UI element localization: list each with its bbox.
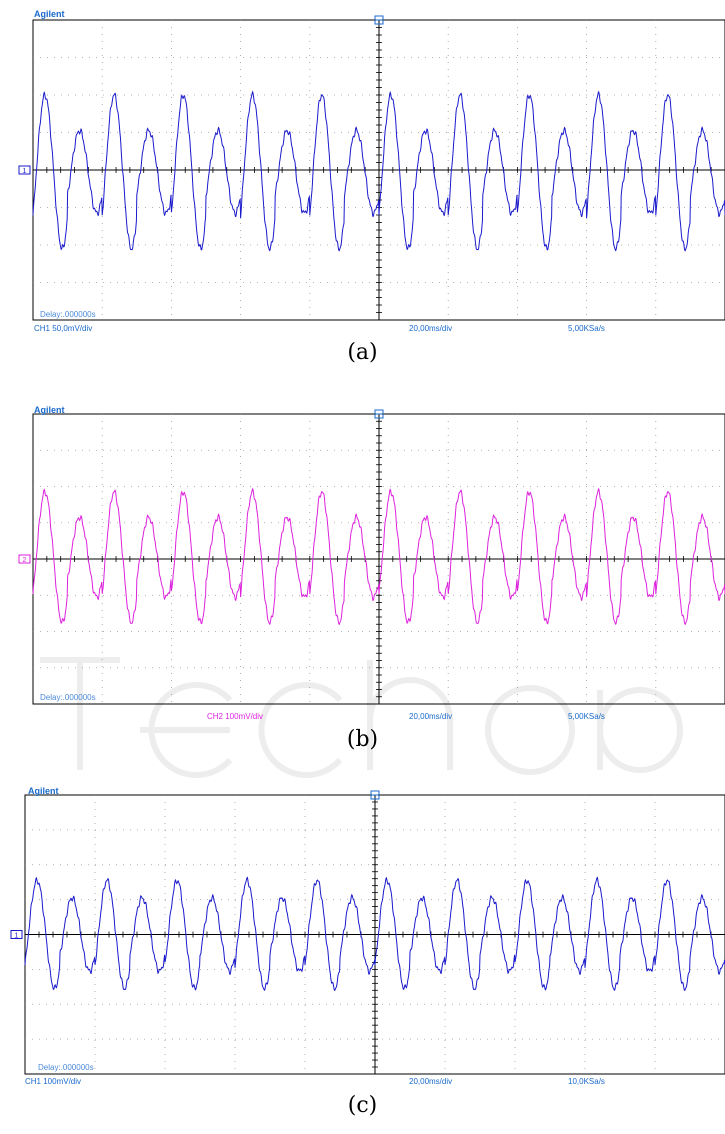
trigger-marker-icon	[374, 15, 384, 25]
channel-scale-label: CH1 50,0mV/div	[34, 324, 92, 333]
delay-label: Delay:.000000s	[40, 310, 96, 319]
grid-layer: 1	[10, 790, 725, 1075]
trace-layer	[32, 90, 725, 252]
signal-trace	[32, 487, 725, 626]
scope-screen: 2 Agilent Delay:.000000s CH2 100mV/div 2…	[18, 405, 725, 721]
grid-layer: 1	[18, 15, 725, 321]
channel-scale-label: CH1 100mV/div	[25, 1077, 81, 1086]
timebase-label: 20,00ms/div	[409, 712, 452, 721]
scope-panel-a: 1 Agilent Delay:.000000s CH1 50,0mV/div …	[0, 0, 725, 380]
grid-layer: 2	[18, 409, 725, 705]
caption: (c)	[347, 1093, 378, 1118]
channel-marker-icon	[10, 930, 23, 939]
caption: (b)	[346, 727, 379, 752]
sample-rate-label: 10,0KSa/s	[568, 1077, 605, 1086]
scope-screen: 1 Agilent Delay:.000000s CH1 100mV/div 2…	[10, 786, 725, 1086]
brand-label: Agilent	[34, 9, 65, 19]
channel-marker-label: 1	[15, 933, 19, 940]
channel-scale-label: CH2 100mV/div	[207, 712, 263, 721]
channel-marker-label: 1	[23, 168, 27, 175]
channel-marker-icon	[18, 554, 31, 564]
scope-panel-b: 2 Agilent Delay:.000000s CH2 100mV/div 2…	[0, 399, 725, 769]
scope-screen: 1 Agilent Delay:.000000s CH1 50,0mV/div …	[18, 9, 725, 333]
signal-trace	[32, 90, 725, 252]
timebase-label: 20,00ms/div	[409, 324, 452, 333]
channel-marker-label: 2	[23, 557, 27, 564]
scope-panel-c: 1 Agilent Delay:.000000s CH1 100mV/div 2…	[0, 783, 725, 1134]
timebase-label: 20,00ms/div	[409, 1077, 452, 1086]
trigger-marker-icon	[370, 790, 380, 800]
sample-rate-label: 5,00KSa/s	[568, 324, 605, 333]
delay-label: Delay:.000000s	[38, 1063, 94, 1072]
trace-layer	[24, 876, 725, 992]
delay-label: Delay:.000000s	[40, 693, 96, 702]
brand-label: Agilent	[34, 405, 65, 415]
sample-rate-label: 5,00KSa/s	[568, 712, 605, 721]
signal-trace	[24, 876, 725, 992]
caption: (a)	[347, 340, 378, 365]
watermark-logo	[40, 657, 684, 778]
channel-marker-icon	[18, 165, 31, 175]
trace-layer	[32, 487, 725, 626]
brand-label: Agilent	[28, 786, 59, 796]
trigger-marker-icon	[374, 409, 384, 419]
